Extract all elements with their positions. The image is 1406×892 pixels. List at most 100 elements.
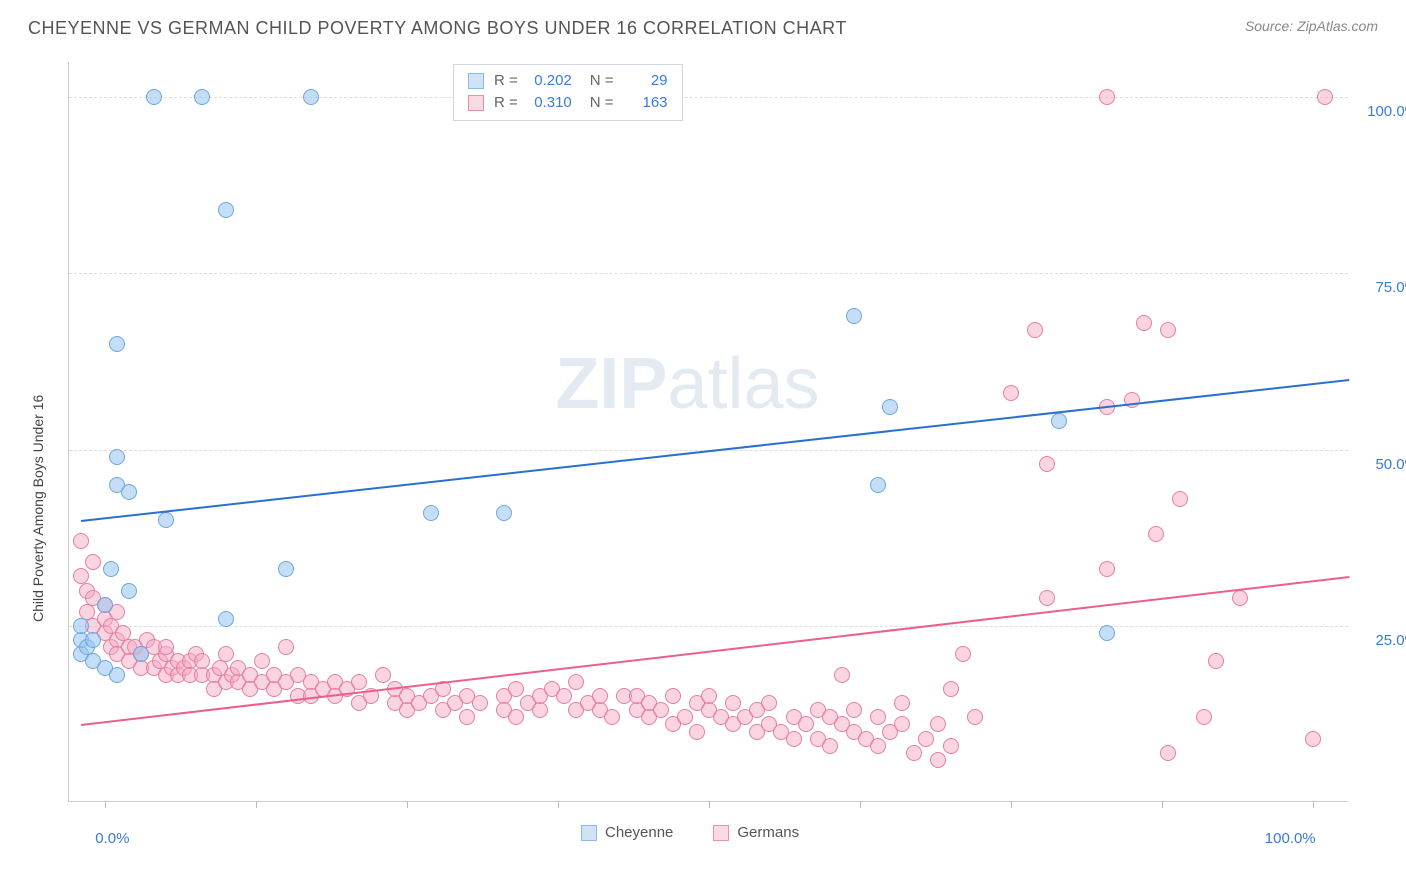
legend-swatch (581, 825, 597, 841)
legend-item: Germans (713, 824, 799, 841)
germans-point (375, 667, 391, 683)
plot-area: 25.0%50.0%75.0%100.0%ZIPatlasR =0.202N =… (68, 62, 1348, 802)
germans-point (1172, 491, 1188, 507)
cheyenne-point (882, 399, 898, 415)
germans-point (604, 709, 620, 725)
germans-point (1148, 526, 1164, 542)
germans-point (194, 653, 210, 669)
x-tick (1011, 801, 1012, 808)
germans-point (556, 688, 572, 704)
germans-point (85, 554, 101, 570)
r-value: 0.202 (528, 70, 572, 92)
cheyenne-point (97, 597, 113, 613)
germans-point (1099, 89, 1115, 105)
germans-point (918, 731, 934, 747)
germans-point (1003, 385, 1019, 401)
germans-point (592, 688, 608, 704)
y-tick-label: 50.0% (1375, 456, 1406, 473)
germans-point (218, 646, 234, 662)
germans-point (1027, 322, 1043, 338)
r-label: R = (494, 70, 518, 92)
germans-point (508, 681, 524, 697)
germans-point (1317, 89, 1333, 105)
cheyenne-point (133, 646, 149, 662)
germans-point (930, 752, 946, 768)
cheyenne-point (218, 611, 234, 627)
germans-point (532, 702, 548, 718)
y-tick-label: 75.0% (1375, 279, 1406, 296)
germans-point (846, 702, 862, 718)
germans-point (158, 639, 174, 655)
stats-row: R =0.202N =29 (468, 70, 668, 92)
cheyenne-point (870, 477, 886, 493)
r-value: 0.310 (528, 92, 572, 114)
germans-point (689, 724, 705, 740)
germans-point (1305, 731, 1321, 747)
germans-point (822, 738, 838, 754)
legend-swatch (713, 825, 729, 841)
germans-point (1039, 590, 1055, 606)
germans-point (943, 681, 959, 697)
germans-point (761, 695, 777, 711)
stats-row: R =0.310N =163 (468, 92, 668, 114)
germans-point (906, 745, 922, 761)
germans-point (943, 738, 959, 754)
germans-point (1039, 456, 1055, 472)
germans-point (725, 695, 741, 711)
chart-title: CHEYENNE VS GERMAN CHILD POVERTY AMONG B… (28, 18, 847, 39)
cheyenne-trendline (81, 379, 1349, 522)
series-swatch (468, 95, 484, 111)
y-axis-label: Child Poverty Among Boys Under 16 (30, 395, 46, 622)
gridline (69, 273, 1348, 274)
stats-box: R =0.202N =29R =0.310N =163 (453, 64, 683, 121)
x-tick (105, 801, 106, 808)
n-label: N = (590, 92, 614, 114)
x-tick (256, 801, 257, 808)
y-tick-label: 100.0% (1367, 103, 1406, 120)
germans-point (798, 716, 814, 732)
series-swatch (468, 73, 484, 89)
x-min-label: 0.0% (95, 830, 129, 847)
cheyenne-point (423, 505, 439, 521)
germans-point (351, 674, 367, 690)
germans-point (870, 709, 886, 725)
cheyenne-point (1099, 625, 1115, 641)
legend-label: Germans (737, 824, 799, 841)
germans-point (786, 731, 802, 747)
germans-point (834, 667, 850, 683)
germans-point (472, 695, 488, 711)
x-tick (860, 801, 861, 808)
x-max-label: 100.0% (1265, 830, 1316, 847)
germans-point (653, 702, 669, 718)
cheyenne-point (218, 202, 234, 218)
germans-point (665, 688, 681, 704)
germans-point (1196, 709, 1212, 725)
germans-point (967, 709, 983, 725)
cheyenne-point (85, 632, 101, 648)
germans-point (701, 688, 717, 704)
germans-point (1099, 561, 1115, 577)
n-value: 29 (624, 70, 668, 92)
germans-point (677, 709, 693, 725)
cheyenne-point (303, 89, 319, 105)
germans-point (1232, 590, 1248, 606)
germans-trendline (81, 576, 1349, 726)
x-tick (407, 801, 408, 808)
germans-point (870, 738, 886, 754)
germans-point (73, 533, 89, 549)
germans-point (1208, 653, 1224, 669)
gridline (69, 97, 1348, 98)
germans-point (930, 716, 946, 732)
germans-point (1136, 315, 1152, 331)
x-tick (558, 801, 559, 808)
germans-point (1160, 322, 1176, 338)
legend-item: Cheyenne (581, 824, 673, 841)
cheyenne-point (73, 618, 89, 634)
germans-point (955, 646, 971, 662)
x-tick (1313, 801, 1314, 808)
cheyenne-point (1051, 413, 1067, 429)
cheyenne-point (846, 308, 862, 324)
cheyenne-point (146, 89, 162, 105)
x-tick (1162, 801, 1163, 808)
n-value: 163 (624, 92, 668, 114)
